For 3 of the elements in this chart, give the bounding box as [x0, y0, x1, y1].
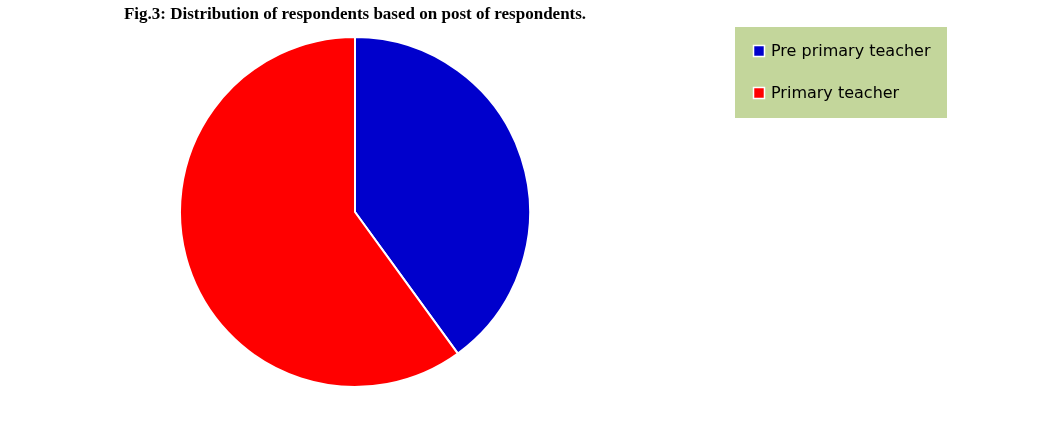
legend-label: Pre primary teacher: [771, 41, 931, 60]
legend-label: Primary teacher: [771, 83, 900, 102]
chart-title: Fig.3: Distribution of respondents based on post of respondents.: [123, 4, 587, 23]
